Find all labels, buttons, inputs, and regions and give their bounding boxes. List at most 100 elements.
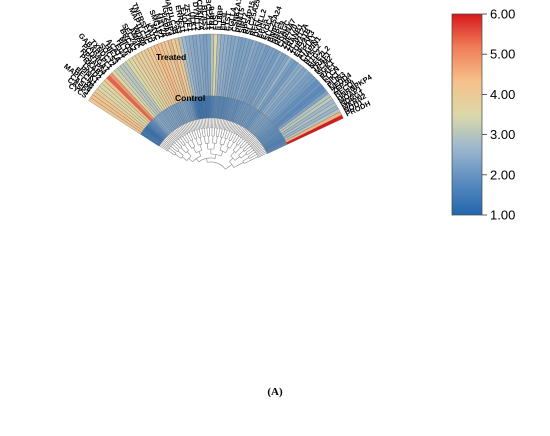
dendrogram-branch: [225, 120, 229, 131]
dendrogram-branch: [216, 118, 218, 129]
dendrogram-branch: [255, 148, 265, 155]
dendrogram-branch: [214, 118, 217, 129]
dendrogram-branch: [239, 140, 246, 147]
dendrogram-branch: [199, 144, 203, 151]
dendrogram-branch: [220, 129, 223, 138]
dendrogram-branch: [234, 135, 240, 144]
dendrogram-branch: [231, 122, 236, 133]
dendrogram-branch: [249, 138, 258, 146]
dendrogram-branch: [236, 126, 243, 136]
dendrogram-branch: [237, 138, 244, 146]
dendrogram-branch: [206, 128, 208, 137]
dendrogram-branch: [257, 152, 267, 158]
dendrogram-branch: [225, 147, 229, 153]
ring-label-treated: Treated: [156, 52, 186, 62]
gene-label: ULK1: [188, 11, 199, 31]
dendrogram-branch: [194, 130, 198, 139]
dendrogram-branch: [161, 142, 170, 150]
dendrogram-branch: [203, 136, 206, 144]
dendrogram-branch: [216, 136, 218, 144]
dendrogram-arc: [185, 150, 189, 154]
dendrogram-branch: [178, 139, 184, 146]
dendrogram-branch: [176, 140, 183, 148]
dendrogram-branch: [228, 132, 233, 140]
dendrogram-branch: [176, 128, 183, 137]
gene-label: BCAS3: [200, 5, 210, 30]
dendrogram-branch: [160, 144, 169, 151]
dendrogram-branch: [177, 150, 184, 156]
dendrogram-branch: [213, 118, 215, 129]
dendrogram-branch: [244, 132, 252, 141]
colorbar-tick-label: 1.00: [490, 208, 515, 223]
dendrogram-branch: [198, 151, 202, 157]
dendrogram-branch: [203, 118, 206, 129]
dendrogram-branch: [187, 151, 192, 157]
dendrogram-branch: [199, 137, 203, 145]
dendrogram-branch: [219, 137, 222, 145]
dendrogram-branch: [168, 134, 176, 143]
dendrogram-branch: [173, 129, 181, 139]
dendrogram-branch: [198, 119, 202, 129]
dendrogram-branch: [213, 128, 215, 137]
dendrogram-branch: [196, 129, 200, 138]
dendrogram-branch: [200, 118, 203, 129]
dendrogram-branch: [250, 139, 259, 147]
dendrogram-branch: [229, 122, 235, 132]
dendrogram-branch: [253, 143, 262, 150]
dendrogram-branch: [169, 133, 177, 142]
colorbar-gradient: [451, 13, 483, 216]
dendrogram-branch: [248, 137, 257, 145]
dendrogram-branch: [241, 142, 248, 149]
dendrogram-arc: [254, 151, 256, 154]
colorbar-tick-label: 2.00: [490, 167, 515, 182]
dendrogram-branch: [222, 119, 226, 130]
dendrogram-arc: [235, 134, 238, 136]
dendrogram-branch: [219, 144, 222, 151]
dendrogram-branch: [240, 128, 247, 138]
dendrogram-branch: [238, 127, 244, 136]
dendrogram-branch: [248, 136, 256, 144]
dendrogram-branch: [251, 141, 260, 148]
dendrogram-branch: [248, 152, 256, 157]
dendrogram-branch: [191, 140, 196, 147]
dendrogram-branch: [245, 147, 253, 154]
gene-label: ZFYVE1: [182, 3, 195, 32]
dendrogram-branch: [230, 133, 235, 141]
dendrogram-branch: [218, 118, 221, 129]
dendrogram-branch: [179, 126, 185, 136]
dendrogram-branch: [172, 130, 180, 140]
dendrogram-arc: [207, 161, 226, 170]
dendrogram-arc: [210, 153, 222, 157]
dendrogram-branch: [183, 124, 189, 134]
gene-label: EXOC1: [178, 6, 191, 32]
dendrogram-branch: [254, 146, 264, 153]
dendrogram-arc: [236, 143, 239, 146]
dendrogram-branch: [169, 148, 177, 154]
dendrogram-branch: [162, 140, 172, 148]
dendrogram-arc: [242, 160, 245, 164]
dendrogram-branch: [184, 134, 190, 143]
dendrogram-branch: [242, 144, 249, 150]
dendrogram-branch: [201, 128, 204, 137]
dendrogram-branch: [243, 131, 251, 140]
dendrogram-branch: [232, 134, 237, 142]
dendrogram-branch: [180, 125, 186, 135]
dendrogram: [159, 117, 267, 170]
dendrogram-branch: [187, 142, 192, 149]
dendrogram-branch: [180, 137, 186, 145]
dendrogram-arc: [230, 155, 236, 161]
dendrogram-branch: [218, 128, 221, 137]
dendrogram-branch: [255, 147, 265, 154]
dendrogram-branch: [159, 145, 168, 152]
dendrogram-branch: [214, 154, 217, 159]
dendrogram-branch: [181, 156, 187, 161]
dendrogram-branch: [232, 144, 238, 151]
dendrogram-branch: [226, 140, 231, 147]
panel-label: (A): [267, 386, 283, 398]
dendrogram-branch: [233, 162, 244, 168]
dendrogram-branch: [193, 120, 197, 131]
dendrogram-branch: [202, 118, 205, 129]
dendrogram-branch: [232, 123, 238, 133]
dendrogram-branch: [175, 153, 182, 159]
gene-label: P53: [172, 20, 184, 35]
